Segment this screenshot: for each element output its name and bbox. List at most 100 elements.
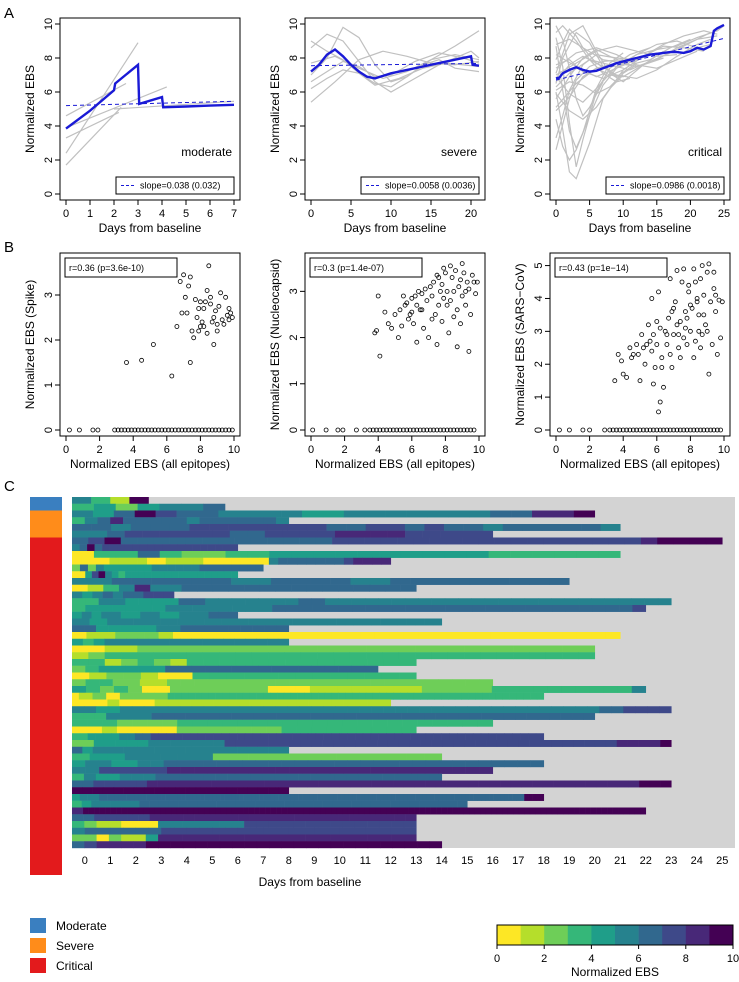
scatter-point bbox=[219, 427, 225, 433]
heatmap-cell bbox=[72, 773, 85, 781]
heatmap-cell bbox=[234, 537, 252, 545]
scatter-point bbox=[444, 288, 450, 294]
heatmap-cell bbox=[390, 713, 402, 720]
heatmap-cell bbox=[231, 564, 240, 572]
heatmap-cell bbox=[367, 834, 380, 842]
heatmap-cell bbox=[387, 530, 406, 538]
heatmap-cell bbox=[397, 807, 404, 815]
x-tick-label: 6 bbox=[235, 855, 241, 867]
heatmap-cell bbox=[97, 827, 111, 835]
scatter-point bbox=[704, 328, 710, 334]
heatmap-cell bbox=[203, 503, 226, 511]
heatmap-cell bbox=[108, 821, 122, 828]
heatmap-cell bbox=[604, 598, 619, 606]
heatmap-cell bbox=[313, 551, 336, 558]
scatter-point bbox=[459, 261, 465, 267]
heatmap-cell bbox=[305, 794, 311, 801]
scatter-point bbox=[642, 361, 648, 367]
scatter-point bbox=[399, 323, 405, 329]
heatmap-cell bbox=[160, 618, 170, 626]
heatmap-cell bbox=[379, 686, 395, 693]
heatmap-cell bbox=[111, 665, 126, 673]
heatmap-cell bbox=[260, 814, 273, 822]
heatmap-cell bbox=[157, 780, 169, 788]
subject-series-line bbox=[310, 50, 480, 103]
scatter-point bbox=[213, 308, 218, 314]
heatmap-cell bbox=[475, 632, 491, 639]
heatmap-cell bbox=[473, 794, 478, 801]
heatmap-cell bbox=[635, 706, 648, 714]
heatmap-cell bbox=[444, 524, 464, 531]
scatter-point bbox=[145, 427, 151, 433]
heatmap-cell bbox=[215, 773, 228, 781]
colorbar-swatch bbox=[520, 925, 545, 945]
heatmap-cell bbox=[526, 713, 539, 720]
heatmap-cell bbox=[186, 827, 200, 835]
heatmap-cell bbox=[213, 733, 222, 741]
heatmap-cell bbox=[142, 530, 160, 538]
heatmap-cell bbox=[223, 638, 235, 646]
heatmap-cell bbox=[374, 632, 390, 639]
heatmap-cell bbox=[306, 524, 327, 531]
heatmap-cell bbox=[132, 625, 145, 633]
heatmap-cell bbox=[250, 537, 268, 545]
heatmap-cell bbox=[424, 524, 445, 531]
heatmap-cell bbox=[72, 780, 83, 788]
scatter-point bbox=[701, 427, 707, 433]
heatmap-cell bbox=[445, 537, 463, 545]
heatmap-cell bbox=[72, 605, 86, 612]
heatmap-cell bbox=[265, 713, 277, 720]
heatmap-cell bbox=[206, 726, 222, 734]
heatmap-cell bbox=[468, 692, 476, 700]
heatmap-cell bbox=[215, 807, 222, 815]
heatmap-cell bbox=[262, 767, 276, 774]
heatmap-cell bbox=[348, 794, 354, 801]
heatmap-cell bbox=[116, 814, 128, 822]
heatmap-cell bbox=[284, 665, 299, 673]
heatmap-cell bbox=[425, 807, 431, 815]
heatmap-cell bbox=[371, 706, 384, 714]
heatmap-cell bbox=[344, 618, 355, 626]
heatmap-cell bbox=[403, 827, 417, 835]
scatter-point bbox=[652, 365, 658, 370]
y-tick-label: 3 bbox=[533, 328, 545, 334]
heatmap-cell bbox=[601, 807, 608, 815]
heatmap-cell bbox=[239, 686, 255, 693]
heatmap-cell bbox=[191, 564, 200, 572]
heatmap-cell bbox=[300, 652, 318, 660]
heatmap-cell bbox=[285, 659, 302, 666]
scatter-point bbox=[407, 427, 413, 433]
y-tick-label: 3 bbox=[43, 292, 55, 298]
heatmap-cell bbox=[463, 807, 470, 815]
heatmap-cell bbox=[150, 611, 161, 619]
heatmap-cell bbox=[243, 780, 255, 788]
heatmap-cell bbox=[367, 659, 384, 666]
heatmap-cell bbox=[263, 706, 277, 714]
heatmap-cell bbox=[284, 800, 295, 808]
heatmap-cell bbox=[540, 740, 552, 747]
heatmap-cell bbox=[177, 753, 196, 761]
y-tick-label: 0 bbox=[533, 427, 545, 433]
scatter-point bbox=[651, 381, 656, 387]
heatmap-cell bbox=[104, 638, 116, 646]
heatmap-cell bbox=[596, 780, 608, 788]
heatmap-cell bbox=[458, 598, 472, 606]
heatmap-cell bbox=[99, 679, 114, 687]
heatmap-cell bbox=[336, 807, 343, 815]
heatmap-cell bbox=[143, 807, 150, 815]
heatmap-cell bbox=[334, 557, 345, 565]
scatter-point bbox=[469, 272, 475, 278]
heatmap-cell bbox=[255, 794, 260, 801]
heatmap-cell bbox=[264, 780, 276, 788]
heatmap-cell bbox=[222, 557, 232, 565]
scatter-point bbox=[229, 427, 235, 433]
scatter-point bbox=[674, 427, 680, 433]
heatmap-cell bbox=[87, 719, 103, 727]
heatmap-cell bbox=[102, 719, 118, 727]
heatmap-cell bbox=[138, 794, 143, 801]
heatmap-cell bbox=[504, 760, 518, 768]
scatter-point bbox=[77, 427, 82, 433]
heatmap-cell bbox=[158, 672, 176, 680]
heatmap-cell bbox=[93, 780, 105, 788]
y-tick-label: 1 bbox=[43, 382, 55, 388]
